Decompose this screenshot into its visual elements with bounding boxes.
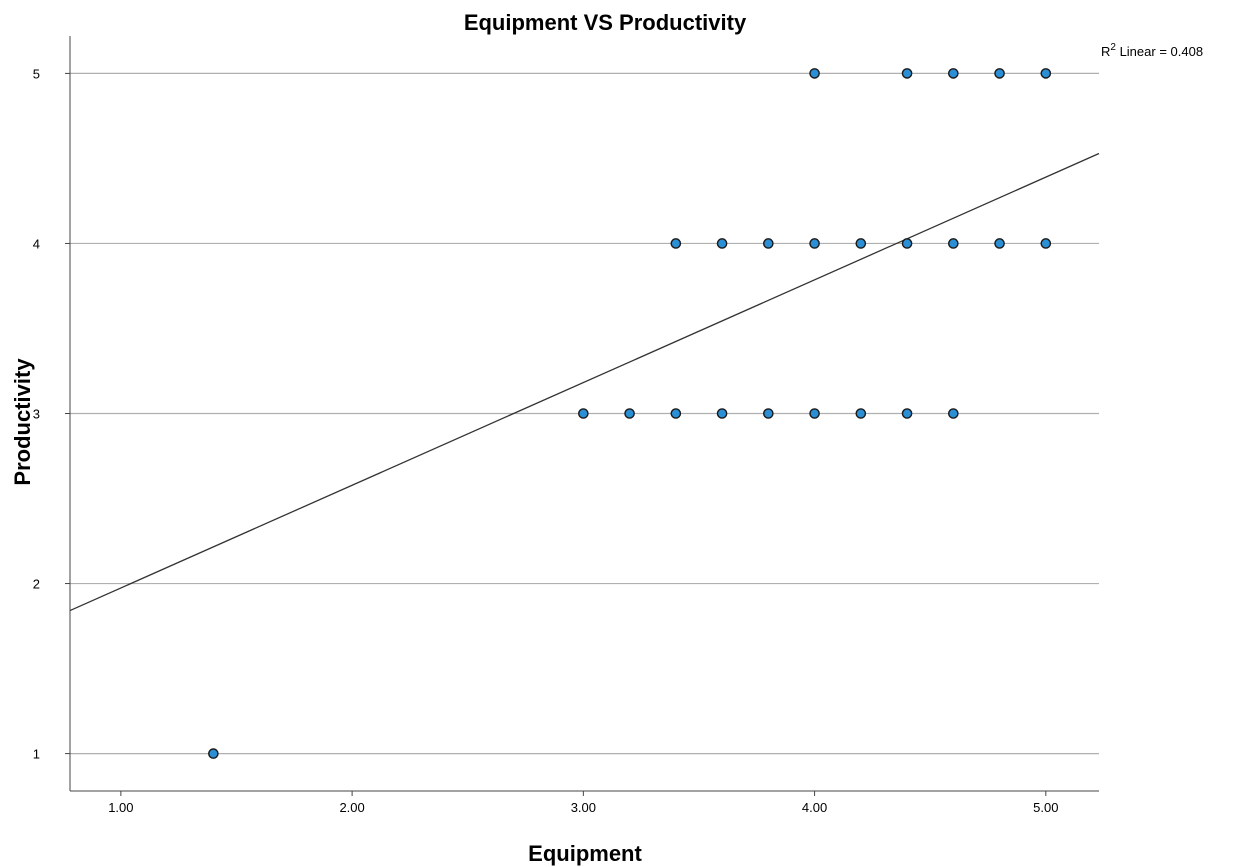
fit-line: [69, 152, 1100, 612]
data-point: [809, 238, 820, 249]
x-axis-title: Equipment: [528, 841, 642, 866]
data-point: [716, 238, 728, 249]
r2-prefix: R: [1101, 44, 1110, 59]
data-point: [901, 68, 913, 79]
x-tick-label: 3.00: [571, 800, 596, 815]
data-point: [716, 408, 728, 419]
y-tick-label: 4: [33, 236, 40, 251]
data-point: [948, 68, 959, 79]
x-tick-label: 5.00: [1033, 800, 1058, 815]
y-axis-title: Productivity: [10, 358, 35, 486]
data-point: [763, 238, 774, 249]
data-point: [763, 408, 774, 419]
data-point: [994, 68, 1005, 79]
data-point: [855, 408, 867, 419]
x-ticks: 1.00 2.00 3.00 4.00 5.00: [108, 791, 1058, 815]
y-ticks: 1 2 3 4 5: [33, 66, 70, 762]
y-tick-label: 3: [33, 407, 40, 422]
r2-superscript: 2: [1110, 42, 1116, 53]
data-point: [948, 408, 959, 419]
r2-text: Linear = 0.408: [1116, 44, 1203, 59]
data-point: [994, 238, 1005, 249]
data-point: [809, 408, 820, 419]
data-point: [1040, 68, 1052, 79]
data-point: [208, 748, 219, 759]
data-point: [670, 238, 682, 249]
data-point: [948, 238, 959, 249]
y-tick-label: 2: [33, 577, 40, 592]
data-point: [1040, 238, 1052, 249]
data-point: [624, 408, 635, 419]
y-tick-label: 1: [33, 747, 40, 762]
chart-title: Equipment VS Productivity: [464, 10, 747, 35]
data-point: [670, 408, 682, 419]
data-point: [855, 238, 867, 249]
data-points: [208, 68, 1052, 759]
r2-annotation: R2 Linear = 0.408: [1101, 42, 1203, 59]
x-tick-label: 2.00: [339, 800, 364, 815]
data-point: [809, 68, 820, 79]
x-tick-label: 1.00: [108, 800, 133, 815]
data-point: [901, 408, 913, 419]
y-tick-label: 5: [33, 66, 40, 81]
data-point: [901, 238, 913, 249]
x-tick-label: 4.00: [802, 800, 827, 815]
data-point: [578, 408, 589, 419]
